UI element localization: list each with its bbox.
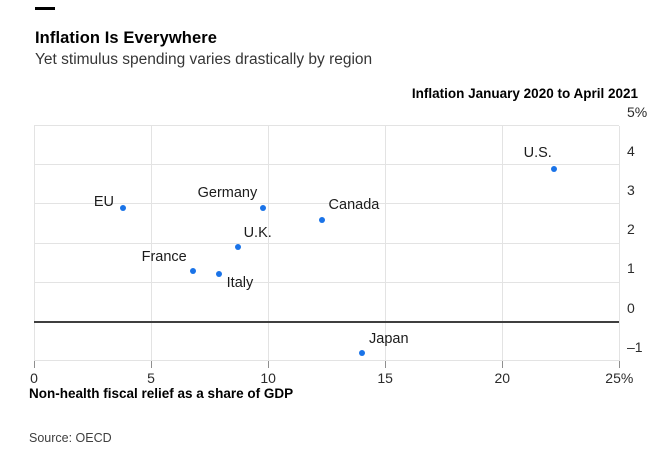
x-tick-label: 20 [494, 369, 511, 386]
data-point-italy [215, 271, 222, 278]
data-point-canada [318, 216, 325, 223]
x-tick-label: 5 [147, 369, 155, 386]
x-axis-tick [618, 360, 620, 368]
gridline-horizontal [34, 164, 620, 166]
x-axis-tick [501, 360, 503, 368]
data-point-japan [358, 349, 365, 356]
y-tick-label: 3 [627, 181, 635, 198]
point-label-u-k: U.K. [243, 225, 272, 242]
x-axis-title: Non-health fiscal relief as a share of G… [29, 386, 294, 401]
data-point-france [190, 267, 197, 274]
y-tick-label: 5% [627, 103, 648, 120]
point-label-canada: Canada [328, 196, 380, 213]
data-point-eu [119, 204, 126, 211]
x-tick-label: 15 [377, 369, 393, 386]
gridline-horizontal [34, 360, 620, 362]
data-point-u-k [234, 244, 241, 251]
point-label-u-s: U.S. [523, 144, 552, 161]
x-axis-tick [150, 360, 152, 368]
brand-dash [35, 7, 55, 10]
point-label-germany: Germany [197, 184, 258, 201]
y-tick-label: 0 [627, 299, 635, 316]
x-tick-label: 10 [260, 369, 276, 386]
data-point-germany [260, 204, 267, 211]
gridline-horizontal [34, 242, 620, 244]
source-note: Source: OECD [29, 431, 112, 445]
x-axis-tick [384, 360, 386, 368]
gridline-horizontal [34, 203, 620, 205]
chart-title: Inflation Is Everywhere [35, 29, 218, 47]
x-axis-tick [33, 360, 35, 368]
y-tick-label: 4 [627, 142, 635, 159]
y-tick-label: 1 [627, 260, 635, 277]
chart-subtitle: Yet stimulus spending varies drastically… [35, 51, 373, 68]
gridline-vertical [618, 125, 620, 361]
point-label-france: France [141, 248, 187, 265]
y-tick-label: 2 [627, 221, 635, 238]
y-tick-label: –1 [627, 338, 643, 355]
x-axis-tick [267, 360, 269, 368]
gridline-horizontal [34, 281, 620, 283]
data-point-u-s [550, 165, 557, 172]
x-tick-label: 25% [605, 369, 634, 386]
point-label-eu: EU [93, 193, 115, 210]
point-label-japan: Japan [369, 330, 409, 347]
gridline-horizontal [34, 125, 620, 126]
zero-baseline [34, 320, 620, 323]
y-axis-title: Inflation January 2020 to April 2021 [411, 86, 638, 101]
point-label-italy: Italy [226, 275, 254, 292]
x-tick-label: 0 [30, 369, 38, 386]
